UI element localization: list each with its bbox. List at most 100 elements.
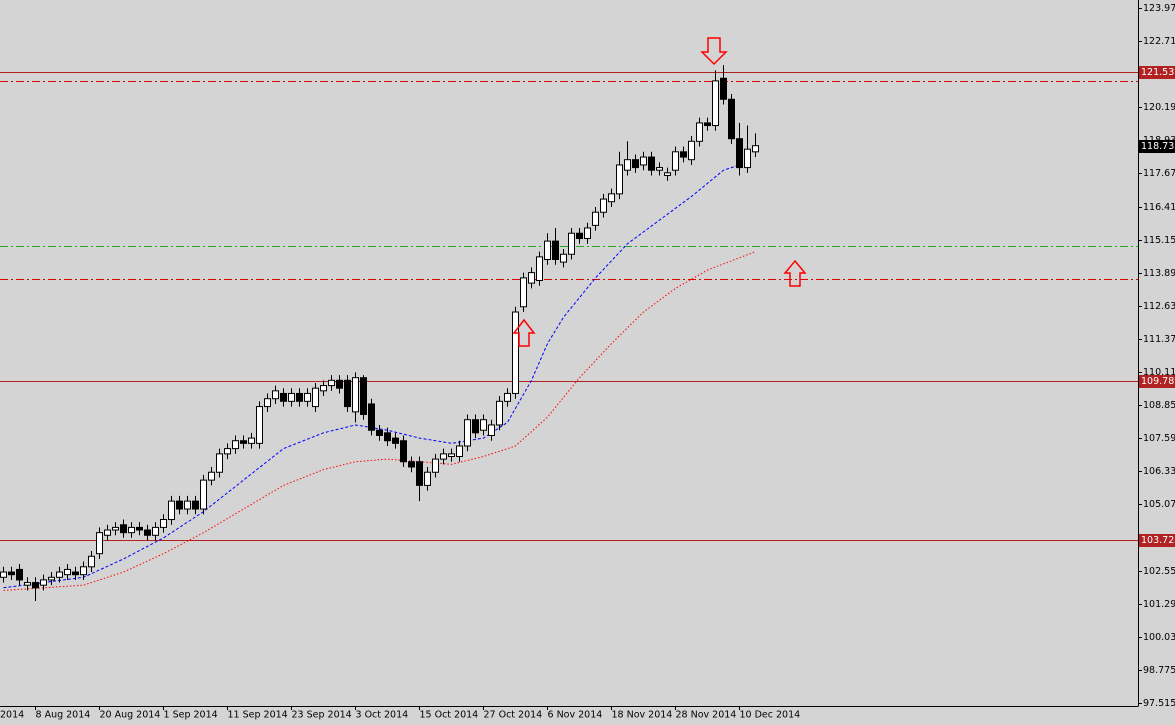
candle-body: [352, 377, 359, 413]
candle-body: [80, 566, 87, 576]
candle-body: [752, 145, 759, 153]
candle-body: [568, 232, 575, 255]
y-tick-label: 110.115: [1143, 367, 1175, 378]
candle-body: [736, 138, 743, 169]
moving-average: [3, 164, 740, 589]
candle-body: [656, 167, 663, 171]
x-tick-label: 18 Nov 2014: [612, 710, 673, 721]
level-price-label: 103.722: [1141, 535, 1175, 546]
candle-body: [288, 392, 295, 402]
candle-body: [608, 193, 615, 203]
x-tick-label: 20 Aug 2014: [100, 710, 161, 721]
candle-body: [664, 172, 671, 176]
y-tick-label: 112.635: [1143, 301, 1175, 312]
level-price-box: [1139, 534, 1175, 547]
candle-body: [472, 419, 479, 434]
y-tick-label: 115.155: [1143, 235, 1175, 246]
candle-body: [248, 437, 255, 444]
candle-body: [8, 571, 15, 576]
candle-body: [576, 232, 583, 239]
x-tick-label: 15 Oct 2014: [420, 710, 479, 721]
x-tick-label: 3 Oct 2014: [356, 710, 409, 721]
candle-body: [704, 122, 711, 127]
sell-arrow: [700, 37, 728, 66]
y-tick-label: 98.775: [1143, 665, 1175, 676]
candle-body: [176, 500, 183, 510]
candle-body: [360, 377, 367, 415]
candle-body: [232, 440, 239, 450]
candle-body: [488, 424, 495, 436]
x-tick-label: 1 Sep 2014: [164, 710, 218, 721]
candle-body: [280, 392, 287, 402]
candle-body: [536, 256, 543, 282]
candle-body: [520, 277, 527, 308]
candle-body: [32, 582, 39, 589]
candle-body: [424, 471, 431, 486]
candle-body: [400, 440, 407, 463]
candle-body: [96, 532, 103, 555]
y-tick-label: 106.335: [1143, 466, 1175, 477]
y-tick-label: 108.855: [1143, 400, 1175, 411]
candle-body: [672, 151, 679, 171]
candle-body: [104, 529, 111, 536]
candle-body: [720, 77, 727, 100]
candle-body: [552, 240, 559, 260]
candle-body: [648, 156, 655, 171]
candle-body: [440, 453, 447, 460]
candle-body: [688, 140, 695, 161]
candle-body: [208, 471, 215, 481]
candle-body: [408, 461, 415, 468]
y-tick-label: 105.075: [1143, 499, 1175, 510]
candle-body: [464, 419, 471, 447]
y-tick-label: 116.415: [1143, 202, 1175, 213]
level-price-box: [1139, 375, 1175, 388]
candle-body: [432, 458, 439, 473]
y-tick-label: 102.555: [1143, 566, 1175, 577]
candle-body: [712, 80, 719, 127]
candle-body: [128, 526, 135, 534]
candle-body: [616, 164, 623, 195]
candle-body: [680, 151, 687, 158]
candle-body: [376, 429, 383, 436]
x-tick-label: 8 Aug 2014: [36, 710, 91, 721]
candle-body: [168, 500, 175, 521]
candle-body: [584, 227, 591, 239]
candle-body: [624, 159, 631, 171]
candle-body: [0, 571, 7, 578]
candle-body: [16, 568, 23, 581]
candle-body: [392, 437, 399, 444]
candle-body: [88, 555, 95, 568]
candle-body: [152, 526, 159, 536]
level-price-box: [1139, 66, 1175, 79]
candle-body: [728, 98, 735, 140]
candle-body: [72, 571, 79, 576]
candle-body: [368, 403, 375, 431]
y-tick-label: 122.715: [1143, 36, 1175, 47]
candle-body: [448, 453, 455, 457]
candle-body: [256, 406, 263, 444]
y-tick-label: 123.975: [1143, 3, 1175, 14]
candle-body: [560, 253, 567, 263]
candle-body: [592, 211, 599, 226]
candle-body: [312, 387, 319, 408]
buy-arrow: [512, 318, 536, 347]
y-tick-label: 107.595: [1143, 433, 1175, 444]
candle-body: [144, 529, 151, 536]
level-price-label: 109.789: [1141, 376, 1175, 387]
candle-body: [456, 445, 463, 457]
x-tick-label: 10 Dec 2014: [740, 710, 801, 721]
candle-body: [264, 398, 271, 408]
y-tick-label: 97.515: [1143, 698, 1175, 709]
candle-body: [480, 419, 487, 431]
candle-body: [512, 311, 519, 394]
y-tick-label: 117.675: [1143, 168, 1175, 179]
candle-body: [192, 500, 199, 510]
x-tick-label: 28 Nov 2014: [676, 710, 737, 721]
candle-body: [272, 390, 279, 400]
candle-body: [216, 453, 223, 473]
x-tick-label: 6 Nov 2014: [548, 710, 603, 721]
x-edge-label: 2014: [0, 710, 24, 721]
candle-body: [24, 582, 31, 586]
